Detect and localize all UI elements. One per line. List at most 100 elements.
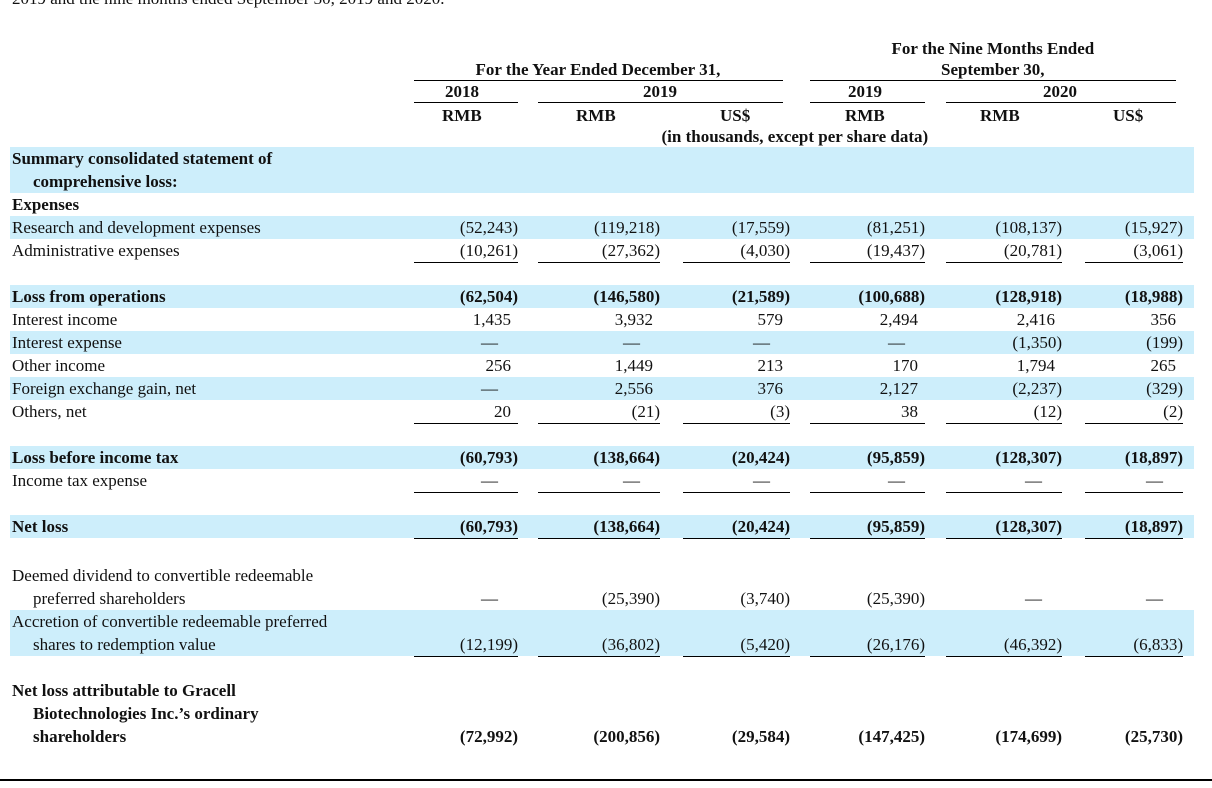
value-cell: (108,137) [995, 218, 1062, 237]
underline [414, 492, 518, 493]
underline [946, 492, 1062, 493]
value-cell: (18,897) [1124, 517, 1183, 536]
value-cell: (25,730) [1124, 727, 1183, 746]
row-label: Loss before income tax [12, 448, 179, 467]
value-cell: (72,992) [459, 727, 518, 746]
value-cell: (138,664) [593, 517, 660, 536]
value-cell: (95,859) [866, 448, 925, 467]
underline [810, 538, 925, 539]
underline [1085, 423, 1183, 424]
row-label: Interest income [12, 310, 118, 329]
row-shade [10, 285, 1194, 308]
underline [683, 656, 790, 657]
value-cell: — [753, 333, 770, 352]
row-label: Accretion of convertible redeemable pref… [12, 612, 328, 631]
row-label: shareholders [33, 727, 127, 746]
value-cell: (138,664) [593, 448, 660, 467]
value-cell: (5,420) [740, 635, 790, 654]
unit-note: (in thousands, except per share data) [661, 127, 929, 146]
underline [1085, 656, 1183, 657]
row-label: Net loss [12, 517, 69, 536]
row-label: Net loss attributable to Gracell [12, 681, 236, 700]
value-cell: — [1025, 589, 1042, 608]
underline [414, 538, 518, 539]
value-cell: (329) [1146, 379, 1183, 398]
currency-heading: US$ [720, 106, 751, 125]
underline [538, 262, 660, 263]
value-cell: (20,424) [731, 517, 790, 536]
value-cell: (18,897) [1124, 448, 1183, 467]
row-shade [10, 216, 1194, 239]
underline [538, 538, 660, 539]
row-label: Administrative expenses [12, 241, 180, 260]
value-cell: 2,416 [1016, 310, 1055, 329]
row-label: Summary consolidated statement of [12, 149, 273, 168]
value-cell: (60,793) [459, 517, 518, 536]
value-cell: (19,437) [866, 241, 925, 260]
header-rule [414, 80, 783, 81]
underline [810, 262, 925, 263]
header-rule [538, 102, 783, 103]
year-heading: 2019 [848, 82, 882, 101]
value-cell: 1,794 [1016, 356, 1055, 375]
underline [810, 656, 925, 657]
value-cell: — [888, 333, 905, 352]
year-heading: 2020 [1043, 82, 1077, 101]
value-cell: (81,251) [866, 218, 925, 237]
value-cell: (15,927) [1124, 218, 1183, 237]
underline [946, 262, 1062, 263]
row-label: shares to redemption value [33, 635, 216, 654]
value-cell: 265 [1150, 356, 1177, 375]
row-label: Foreign exchange gain, net [12, 379, 197, 398]
row-label: Research and development expenses [12, 218, 261, 237]
value-cell: (60,793) [459, 448, 518, 467]
value-cell: (52,243) [459, 218, 518, 237]
value-cell: (25,390) [601, 589, 660, 608]
value-cell: (27,362) [601, 241, 660, 260]
value-cell: (21,589) [731, 287, 790, 306]
value-cell: — [1025, 471, 1042, 490]
value-cell: (10,261) [459, 241, 518, 260]
value-cell: (1,350) [1012, 333, 1062, 352]
value-cell: — [623, 333, 640, 352]
underline [810, 423, 925, 424]
value-cell: 213 [757, 356, 784, 375]
value-cell: 3,932 [614, 310, 653, 329]
row-label: Loss from operations [12, 287, 166, 306]
value-cell: (200,856) [593, 727, 660, 746]
value-cell: — [623, 471, 640, 490]
value-cell: (95,859) [866, 517, 925, 536]
value-cell: 1,449 [614, 356, 653, 375]
value-cell: 38 [901, 402, 918, 421]
row-label: Biotechnologies Inc.’s ordinary [33, 704, 259, 723]
header-rule [946, 102, 1176, 103]
value-cell: — [888, 471, 905, 490]
value-cell: (17,559) [731, 218, 790, 237]
value-cell: (147,425) [858, 727, 925, 746]
row-label: preferred shareholders [33, 589, 186, 608]
underline [946, 423, 1062, 424]
underline [683, 262, 790, 263]
value-cell: (12,199) [459, 635, 518, 654]
underline [1085, 262, 1183, 263]
value-cell: (119,218) [594, 218, 660, 237]
row-shade [10, 515, 1194, 538]
value-cell: (128,918) [995, 287, 1062, 306]
underline [683, 492, 790, 493]
row-shade [10, 331, 1194, 354]
currency-heading: RMB [576, 106, 616, 125]
value-cell: (12) [1033, 402, 1062, 421]
value-cell: 2,556 [614, 379, 653, 398]
header-rule [810, 102, 925, 103]
value-cell: — [481, 379, 498, 398]
group-heading: For the Nine Months Ended [891, 39, 1095, 58]
underline [538, 423, 660, 424]
row-shade [10, 446, 1194, 469]
value-cell: (3,061) [1133, 241, 1183, 260]
value-cell: (4,030) [740, 241, 790, 260]
underline [683, 538, 790, 539]
value-cell: 170 [892, 356, 919, 375]
underline [1085, 538, 1183, 539]
value-cell: (6,833) [1133, 635, 1183, 654]
